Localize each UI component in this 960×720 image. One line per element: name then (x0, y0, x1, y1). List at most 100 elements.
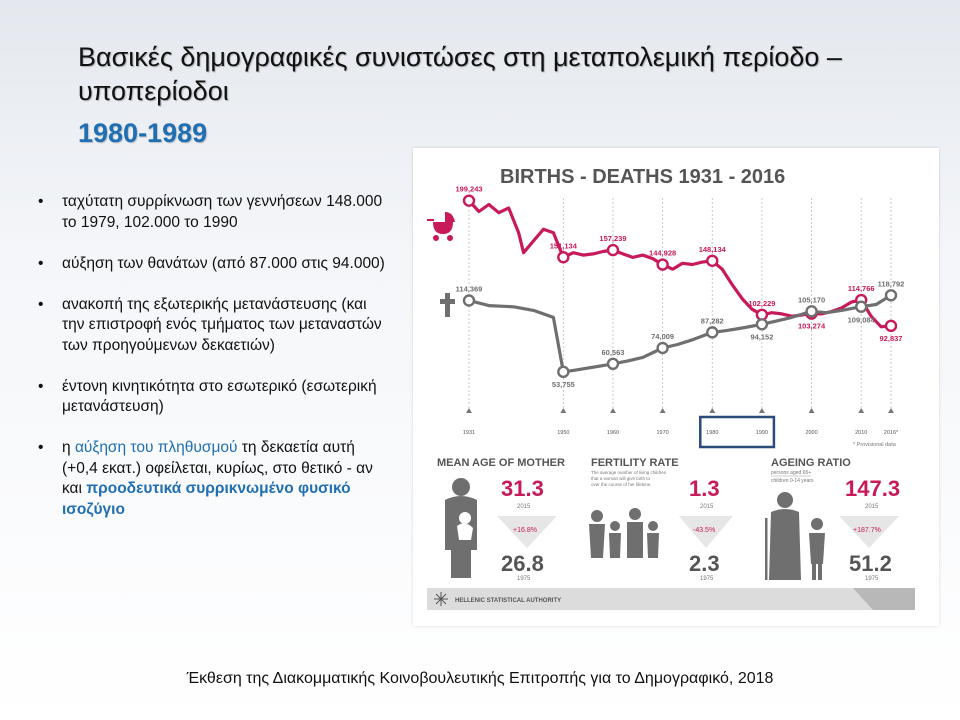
year-tick-marker (609, 408, 616, 413)
fertility-change: -43.5% (693, 527, 715, 534)
bullet-dot-icon: • (38, 377, 44, 395)
source-caption: Έκθεση της Διακομματικής Κοινοβουλευτική… (186, 670, 774, 687)
slide-subtitle: 1980-1989 (78, 118, 208, 148)
bullet-item: • έντονη κινητικότητα στο εσωτερικό (εσωτ… (38, 377, 377, 416)
year-tick-marker (659, 408, 666, 413)
provisional-note: * Provisional data (853, 442, 897, 448)
births-deaths-infographic: BIRTHS - DEATHS 1931 - 2016 1931 1950 1960… (413, 148, 939, 626)
highlight-text: αύξηση του πληθυσμού (74, 439, 238, 456)
infographic-canvas: BIRTHS - DEATHS 1931 - 2016 1931 1950 1960… (427, 166, 915, 610)
births-data-label: 92,837 (880, 334, 903, 343)
births-data-label: 199,243 (455, 185, 482, 194)
deaths-data-point (855, 300, 868, 313)
deaths-data-label: 109,084 (848, 316, 876, 325)
footer-accent (853, 588, 915, 610)
year-tick-label: 2000 (805, 430, 817, 436)
mean-age-label: MEAN AGE OF MOTHER (437, 457, 565, 469)
deaths-data-point (606, 357, 620, 371)
fertility-panel: FERTILITY RATE The average number of liv… (589, 457, 733, 582)
year-tick-label: 1960 (607, 430, 619, 436)
deaths-data-point (755, 318, 769, 331)
births-data-point (656, 258, 669, 271)
deaths-series-line (468, 293, 892, 374)
births-data-point (606, 243, 620, 257)
fertility-current: 1.3 (689, 476, 720, 501)
elstat-logo-icon (434, 592, 448, 606)
year-tick-label: 1950 (557, 430, 569, 436)
deaths-data-point (557, 365, 570, 379)
year-tick-marker (709, 408, 716, 413)
births-deaths-chart: 1931 1950 1960 1970 1980 1990 2000 2010 2016* 199… (455, 185, 904, 436)
fertility-past-year: 1975 (700, 576, 714, 582)
ageing-panel: AGEING RATIO persons aged 65+ children 0… (765, 457, 900, 582)
ageing-current-year: 2015 (865, 504, 879, 510)
mean-age-change: +16.8% (513, 527, 537, 534)
fertility-desc-3: over the course of her lifetime. (591, 482, 652, 487)
mother-child-icon (445, 478, 477, 578)
year-tick-label: 1990 (756, 430, 768, 436)
ageing-label: AGEING RATIO (771, 457, 851, 469)
mean-age-past: 26.8 (501, 551, 544, 576)
year-tick-marker (758, 408, 765, 413)
deaths-data-point (805, 305, 818, 318)
bullet-dot-icon: • (38, 295, 44, 313)
deaths-data-point (706, 326, 719, 339)
births-data-label: 157,239 (599, 234, 626, 243)
increase-triangle (497, 516, 557, 548)
increase-triangle (839, 516, 899, 548)
mean-age-current-year: 2015 (517, 504, 531, 510)
ageing-past: 51.2 (849, 551, 892, 576)
mean-age-past-year: 1975 (517, 576, 531, 582)
bullet-item: • ταχύτατη συρρίκνωση των γεννήσεων 148.0… (38, 193, 383, 231)
deaths-data-label: 94,152 (750, 332, 773, 341)
deaths-data-label: 74,009 (651, 332, 674, 341)
year-tick-label: 1980 (706, 430, 718, 436)
births-data-label: 103,274 (798, 322, 826, 331)
ageing-current: 147.3 (845, 476, 900, 501)
bullet-list: • ταχύτατη συρρίκνωση των γεννήσεων 148.0… (36, 192, 386, 541)
deaths-data-label: 87,282 (701, 316, 724, 325)
deaths-data-label: 60,563 (601, 348, 624, 357)
family-icon (589, 508, 659, 558)
infographic-title: BIRTHS - DEATHS 1931 - 2016 (500, 166, 785, 188)
bullet-dot-icon: • (38, 254, 44, 272)
year-tick-marker (466, 408, 472, 413)
year-tick-marker (808, 408, 815, 413)
fertility-current-year: 2015 (700, 504, 714, 510)
deaths-data-label: 105,170 (798, 295, 825, 304)
births-data-point (884, 319, 898, 333)
bullet-dot-icon: • (38, 439, 44, 456)
births-data-point (706, 254, 719, 267)
births-data-label: 148,134 (699, 245, 727, 254)
mean-age-current: 31.3 (501, 476, 544, 501)
deaths-data-label: 118,792 (878, 279, 905, 288)
births-data-point (557, 251, 570, 264)
births-data-label: 102,229 (748, 299, 775, 308)
deaths-data-point (884, 289, 898, 302)
births-data-label: 151,134 (550, 241, 578, 250)
ageing-desc-1: persons aged 65+ (771, 470, 811, 476)
decade-highlight-box (699, 415, 776, 449)
year-tick-label: 2016* (884, 430, 899, 436)
deaths-data-label: 114,369 (456, 285, 483, 294)
elderly-child-icon (765, 492, 825, 580)
bullet-item: • ανακοπή της εξωτερικής μετανάστευσης (κ… (38, 295, 382, 354)
decrease-triangle (679, 516, 733, 548)
ageing-change: +187.7% (853, 527, 881, 534)
fertility-label: FERTILITY RATE (591, 457, 679, 469)
mean-age-panel: MEAN AGE OF MOTHER 31.3 2015 +16.8% 26.8… (437, 457, 565, 582)
births-data-label: 114,766 (848, 284, 875, 293)
pram-icon (427, 212, 455, 241)
deaths-data-point (462, 294, 476, 307)
fertility-past: 2.3 (689, 551, 720, 576)
births-series-line (467, 199, 892, 329)
bullet-dot-icon: • (38, 193, 44, 210)
year-tick-label: 1970 (656, 430, 668, 436)
year-tick-marker (888, 408, 894, 413)
deaths-data-point (656, 341, 669, 355)
ageing-past-year: 1975 (865, 576, 879, 582)
authority-footer-bar (427, 588, 915, 610)
slide-title: Βασικές δημογραφικές συνιστώσες στη μετα… (78, 42, 842, 106)
births-data-label: 144,928 (649, 249, 676, 258)
year-tick-marker (858, 408, 865, 413)
